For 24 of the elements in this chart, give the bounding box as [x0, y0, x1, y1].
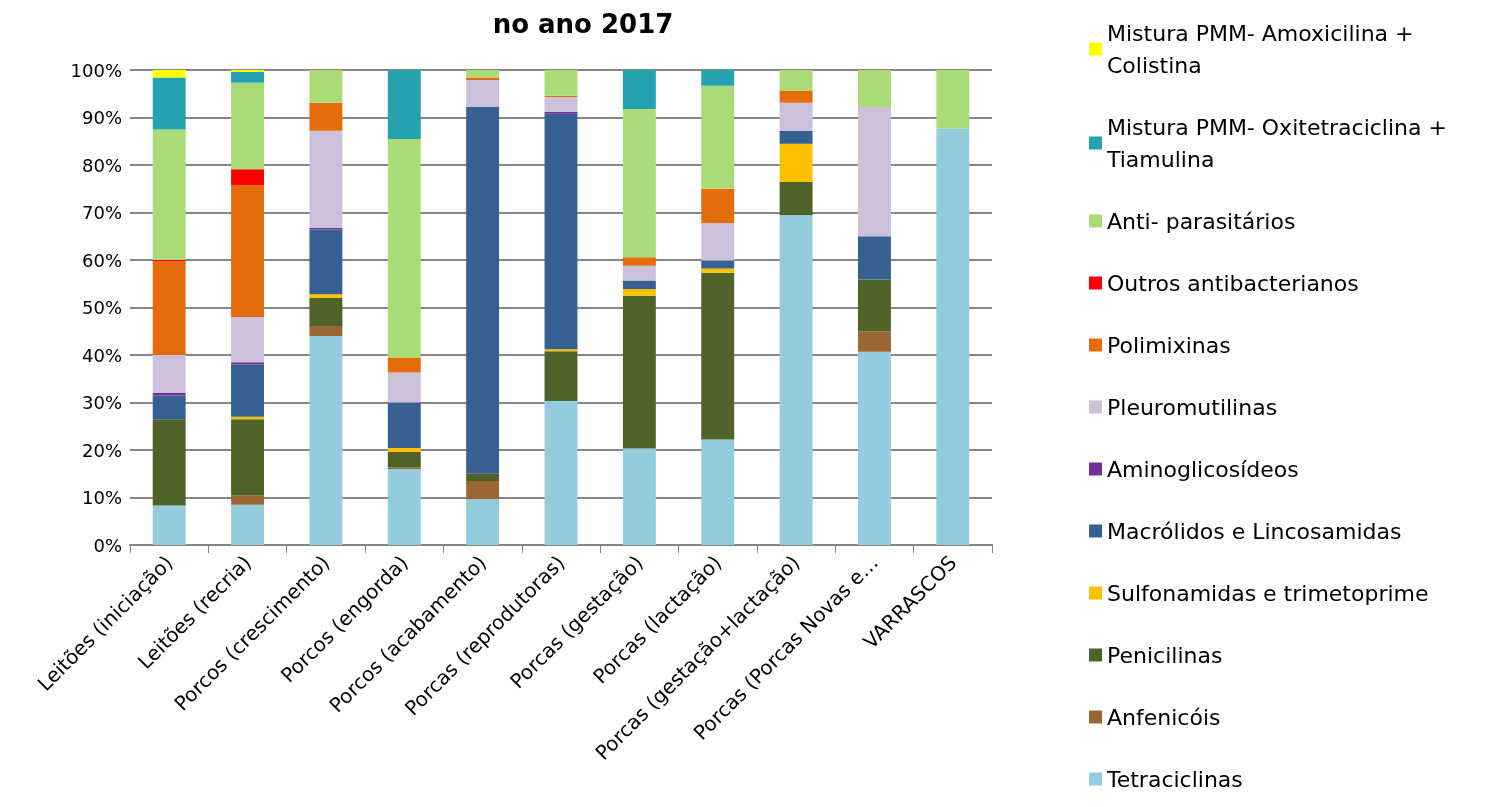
y-tick-label: 60%: [81, 249, 122, 271]
y-tick-label: 80%: [81, 154, 122, 176]
legend-label: Pleuromutilinas: [1107, 394, 1278, 420]
y-tick-label: 10%: [81, 487, 122, 508]
y-tick-label: 20%: [81, 439, 122, 461]
legend-label: Tetraciclinas: [1106, 766, 1243, 792]
y-tick-label: 100%: [70, 59, 122, 81]
y-tick-label: 90%: [81, 107, 122, 128]
chart-title: no ano 2017: [492, 9, 674, 39]
legend-label: Penicilinas: [1107, 642, 1223, 668]
y-tick-label: 50%: [81, 297, 122, 318]
legend-label: Mistura PMM- Amoxicilina + Colistina: [1107, 20, 1421, 78]
y-tick-label: 0%: [93, 534, 122, 556]
legend-label: Sulfonamidas e trimetoprime: [1107, 580, 1429, 606]
legend-label: Mistura PMM- Oxitetraciclina + Tiamulina: [1106, 114, 1454, 172]
legend-label: Outros antibacterianos: [1107, 270, 1359, 296]
legend-label: Anfenicóis: [1107, 704, 1221, 730]
legend-label: Aminoglicosídeos: [1107, 456, 1299, 482]
y-tick-label: 40%: [81, 344, 122, 366]
y-tick-label: 30%: [81, 392, 122, 413]
legend-label: Macrólidos e Lincosamidas: [1107, 518, 1402, 544]
legend-label: Polimixinas: [1107, 332, 1231, 358]
y-tick-label: 70%: [81, 202, 122, 223]
legend-label: Anti- parasitários: [1107, 208, 1296, 234]
